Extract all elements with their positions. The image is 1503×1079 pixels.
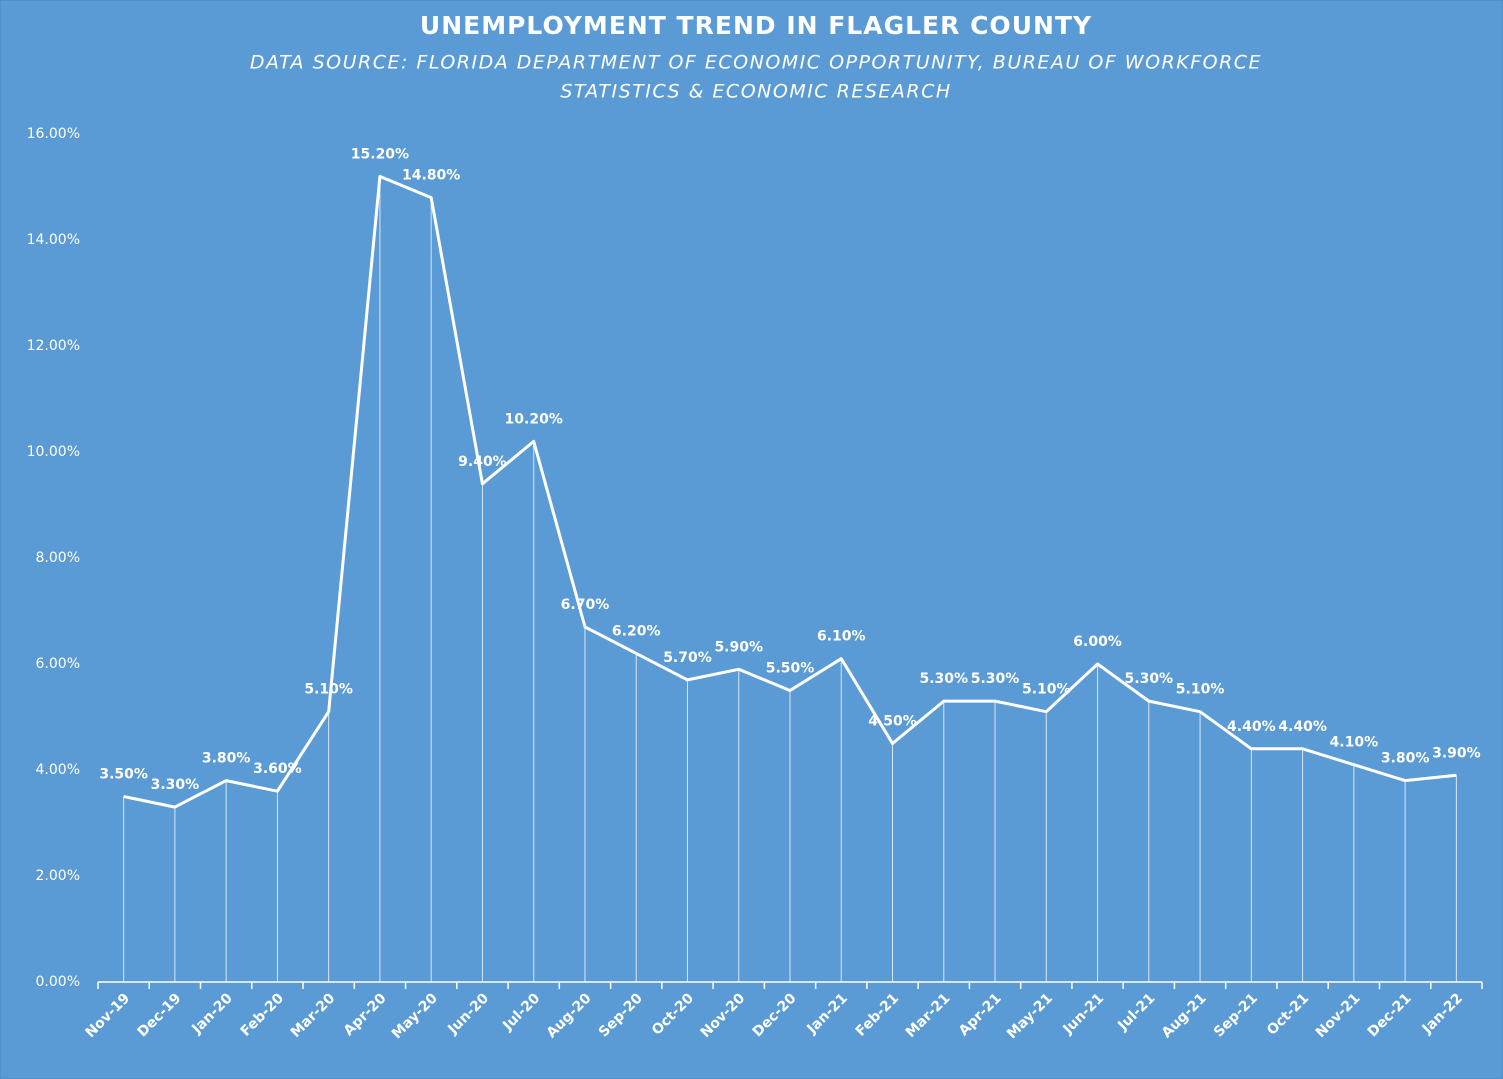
y-tick-label: 12.00%: [27, 338, 80, 354]
data-label: 9.40%: [458, 454, 507, 470]
chart-subtitle: STATISTICS & ECONOMIC RESEARCH: [560, 81, 951, 103]
data-label: 5.50%: [766, 661, 815, 677]
data-label: 3.80%: [1381, 751, 1430, 767]
chart-subtitle: DATA SOURCE: FLORIDA DEPARTMENT OF ECONO…: [250, 52, 1262, 74]
y-tick-label: 16.00%: [27, 126, 80, 142]
line-series: [123, 174, 1457, 809]
data-label: 5.10%: [304, 682, 353, 698]
y-tick-label: 14.00%: [27, 232, 80, 248]
data-label: 4.10%: [1330, 735, 1379, 751]
data-label: 3.50%: [99, 767, 148, 783]
y-tick-label: 2.00%: [36, 868, 80, 884]
data-label: 5.30%: [919, 671, 968, 687]
y-tick-label: 0.00%: [36, 974, 80, 990]
data-label: 6.00%: [1073, 634, 1122, 650]
data-label: 6.20%: [612, 623, 661, 639]
y-tick-label: 6.00%: [36, 656, 80, 672]
data-label: 6.10%: [817, 629, 866, 645]
y-tick-label: 8.00%: [36, 550, 80, 566]
y-tick-label: 4.00%: [36, 762, 80, 778]
data-label: 5.30%: [971, 671, 1020, 687]
data-label: 5.30%: [1125, 671, 1174, 687]
data-label: 6.70%: [561, 597, 610, 613]
y-tick-label: 10.00%: [27, 444, 80, 460]
data-label: 5.10%: [1022, 682, 1071, 698]
data-label: 3.80%: [202, 751, 251, 767]
data-label: 15.20%: [351, 146, 409, 162]
data-label: 3.30%: [151, 777, 200, 793]
data-label: 5.10%: [1176, 682, 1225, 698]
data-label: 5.70%: [663, 650, 712, 666]
data-label: 14.80%: [402, 168, 460, 184]
data-label: 5.90%: [714, 639, 763, 655]
chart-title: UNEMPLOYMENT TREND IN FLAGLER COUNTY: [420, 11, 1092, 40]
data-label: 3.90%: [1432, 745, 1481, 761]
data-label: 4.40%: [1227, 719, 1276, 735]
data-label: 10.20%: [505, 411, 563, 427]
data-label: 4.40%: [1278, 719, 1327, 735]
